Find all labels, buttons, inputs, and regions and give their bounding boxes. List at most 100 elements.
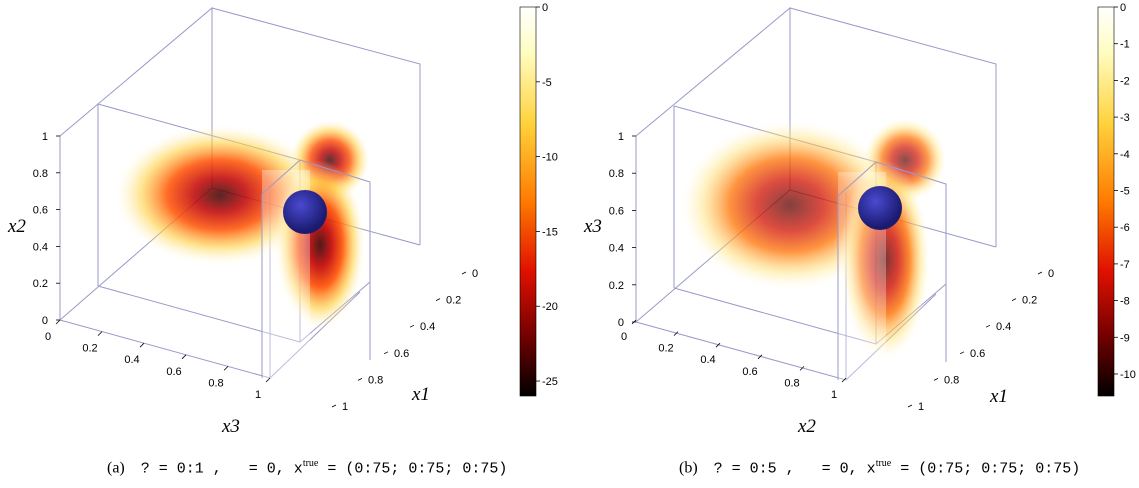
colorbar-tick-label: -3: [1120, 112, 1130, 124]
right-axis-tick-label: 0.2: [1022, 295, 1037, 307]
colorbar-tick-label: -10: [1120, 369, 1136, 381]
caption-a-part3: = (0:75; 0:75; 0:75): [318, 460, 508, 478]
right-axis-tick-label: 0.8: [368, 374, 383, 386]
vertical-tick-label: 0: [618, 317, 624, 329]
tick-mark: [409, 324, 415, 328]
tick-mark: [97, 331, 103, 336]
caption-b-label: (b): [679, 459, 698, 477]
left-axis-tick-label: 0.4: [124, 354, 139, 366]
vertical-tick-label: 0.8: [609, 168, 624, 180]
panel-a-xlabel-right: x1: [411, 384, 430, 405]
right-axis-tick-label: 0.2: [446, 295, 461, 307]
panel-b-ylabel: x3: [583, 216, 602, 237]
right-axis-tick-label: 1: [918, 401, 924, 413]
caption-b-part1: ? = 0:5: [713, 460, 777, 478]
tick-mark: [461, 271, 467, 275]
caption-a-label: (a): [107, 459, 125, 477]
left-axis-tick-label: 0.8: [208, 377, 223, 389]
right-axis-tick-label: 0.8: [944, 374, 959, 386]
tick-mark: [841, 377, 847, 383]
tick-mark: [715, 342, 721, 348]
tick-mark: [1037, 271, 1043, 275]
tick-mark: [331, 404, 337, 408]
tick-mark: [799, 366, 805, 371]
left-axis-tick-label: 0: [45, 331, 51, 343]
panel-a-ylabel: x2: [7, 216, 26, 237]
tick-mark: [757, 354, 763, 360]
colorbar-tick-label: -10: [542, 152, 558, 164]
left-axis-tick-label: 0.4: [700, 354, 715, 366]
left-axis-tick-label: 0.6: [166, 366, 181, 378]
caption-b: (b) ? = 0:5 , = 0, xtrue = (0:75; 0:75; …: [679, 458, 1080, 477]
colorbar-tick-label: -7: [1120, 259, 1130, 271]
panel-a-colorbar: 0 -5 -10 -15 -20 -25: [519, 2, 558, 397]
caption-b-part3: = (0:75; 0:75; 0:75): [891, 460, 1081, 478]
panel-b-plot: 0 0.2 0.4 0.6 0.8 1 0 0.2 0.4 0.6 0.8 1 0 0.2 0.4 0.6…: [583, 6, 1054, 437]
right-axis-tick-label: 0.6: [394, 348, 409, 360]
panel-b-colorbar: 0 -1 -2 -3 -4 -5 -6 -7 -8 -9 -10: [1097, 2, 1136, 397]
left-axis-tick-label: 0: [621, 331, 627, 343]
right-axis-tick-label: 1: [342, 401, 348, 413]
tick-mark: [223, 366, 229, 371]
panel-a-heat-left: [115, 125, 325, 265]
tick-mark: [631, 319, 637, 325]
tick-mark: [139, 342, 145, 348]
colorbar-tick-label: -6: [1120, 222, 1130, 234]
colorbar-tick-label: -9: [1120, 332, 1130, 344]
colorbar-tick-label: -25: [542, 376, 558, 388]
colorbar-tick-label: -1: [1120, 39, 1130, 51]
right-axis-tick-label: 0.6: [970, 348, 985, 360]
caption-a-sup: true: [302, 458, 319, 469]
caption-b-sup: true: [875, 458, 892, 469]
panel-a-inclusion: [283, 190, 327, 234]
left-axis-tick-label: 0.6: [742, 366, 757, 378]
right-axis-tick-label: 0.4: [996, 321, 1011, 333]
caption-a-part2: , = 0, x: [203, 460, 303, 478]
vertical-tick-label: 1: [618, 131, 624, 143]
panel-b-xlabel-left: x2: [797, 416, 816, 437]
colorbar-tick-label: -2: [1120, 75, 1130, 87]
panel-b-xlabel-right: x1: [989, 386, 1008, 407]
colorbar-tick-label: 0: [542, 2, 548, 14]
vertical-tick-label: 0.6: [33, 205, 48, 217]
panel-a-xlabel-left: x3: [221, 416, 240, 437]
tick-mark: [55, 319, 61, 325]
vertical-tick-label: 0.4: [609, 243, 624, 255]
tick-mark: [383, 351, 389, 355]
tick-mark: [181, 354, 187, 360]
vertical-tick-label: 0.2: [33, 278, 48, 290]
colorbar-tick-label: -5: [542, 77, 552, 89]
tick-mark: [1011, 298, 1017, 301]
colorbar-tick-label: -5: [1120, 185, 1130, 197]
tick-mark: [673, 331, 679, 336]
vertical-tick-label: 0.2: [609, 280, 624, 292]
tick-mark: [265, 377, 271, 383]
tick-mark: [959, 351, 965, 355]
vertical-tick-label: 0.4: [33, 241, 48, 253]
left-axis-tick-label: 0.8: [784, 377, 799, 389]
tick-mark: [435, 298, 441, 301]
colorbar-tick-label: -15: [542, 226, 558, 238]
tick-mark: [357, 378, 363, 381]
right-axis-tick-label: 0.4: [420, 321, 435, 333]
colorbar-tick-label: -20: [542, 301, 558, 313]
left-axis-tick-label: 1: [255, 389, 261, 401]
panel-a-plot: 0 0.2 0.4 0.6 0.8 1 0 0.2 0.4 0.6 0.8 1 0 0.2 0.4 0.6…: [7, 6, 478, 437]
vertical-tick-label: 1: [42, 131, 48, 143]
vertical-tick-label: 0.8: [33, 168, 48, 180]
vertical-tick-label: 0.6: [609, 205, 624, 217]
colorbar-tick-label: -8: [1120, 296, 1130, 308]
tick-mark: [907, 404, 913, 408]
right-axis-tick-label: 0: [472, 268, 478, 280]
colorbar-tick-label: -4: [1120, 149, 1130, 161]
caption-a-part1: ? = 0:1: [140, 460, 204, 478]
caption-b-part2: , = 0, x: [776, 460, 876, 478]
left-axis-tick-label: 0.2: [658, 343, 673, 355]
tick-mark: [985, 324, 991, 328]
right-axis-tick-label: 0: [1048, 268, 1054, 280]
left-axis-tick-label: 1: [831, 389, 837, 401]
left-axis-tick-label: 0.2: [82, 343, 97, 355]
vertical-tick-label: 0: [42, 315, 48, 327]
caption-a: (a) ? = 0:1 , = 0, xtrue = (0:75; 0:75; …: [107, 458, 507, 477]
